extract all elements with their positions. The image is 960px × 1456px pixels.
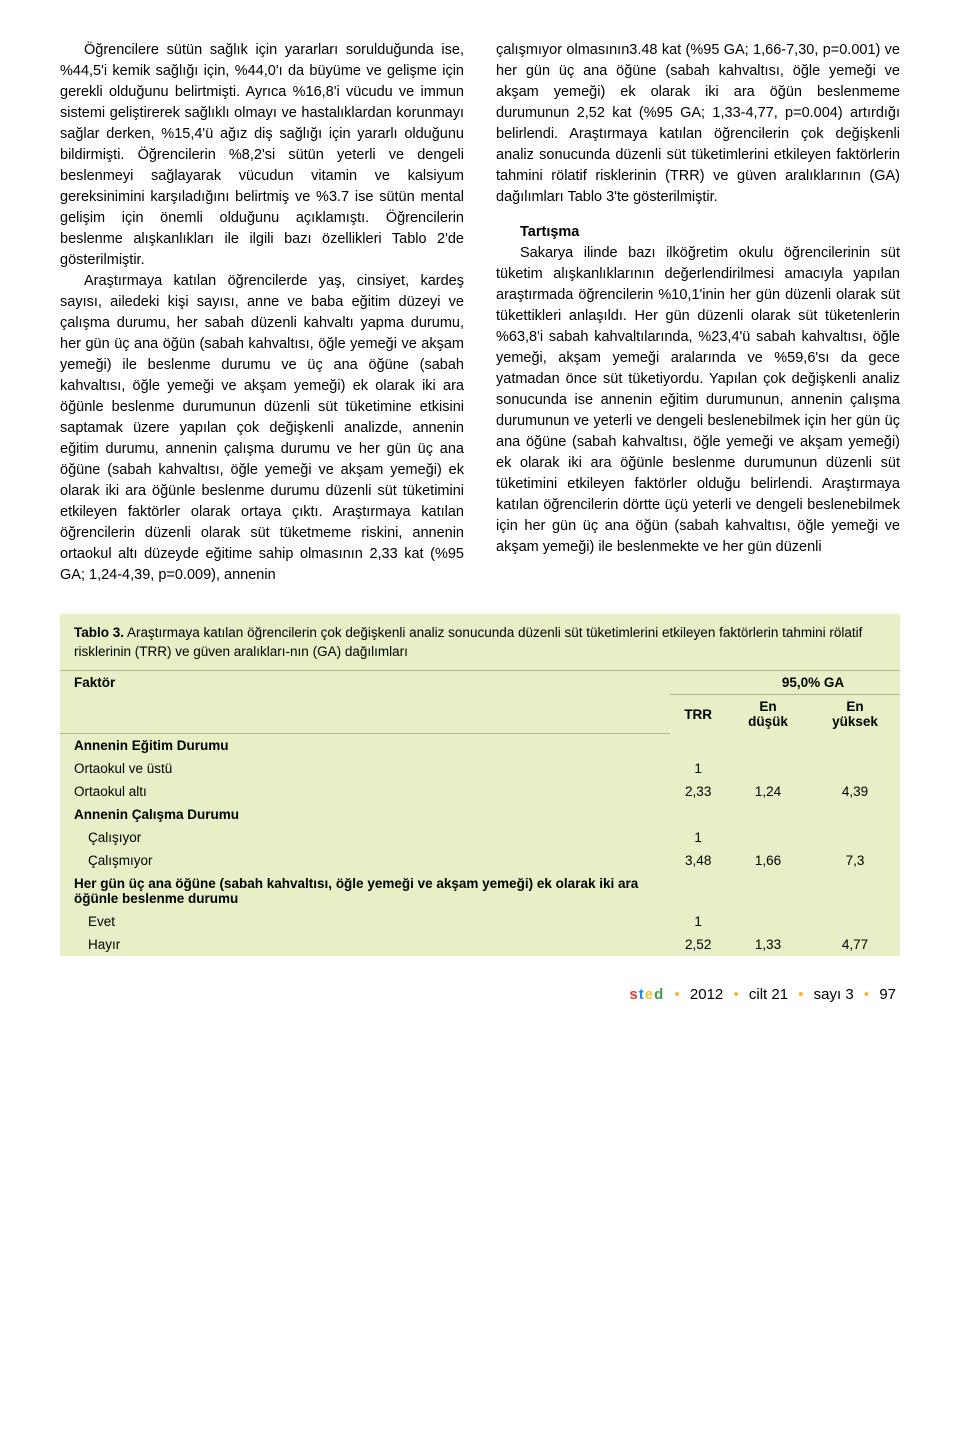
table3-caption: Tablo 3. Araştırmaya katılan öğrencileri… bbox=[60, 614, 900, 670]
body-paragraph: çalışmıyor olmasının3.48 kat (%95 GA; 1,… bbox=[496, 40, 900, 208]
table-row: Her gün üç ana öğüne (sabah kahvaltısı, … bbox=[60, 872, 900, 910]
col-low: En düşük bbox=[726, 695, 810, 734]
cell-low: 1,33 bbox=[726, 933, 810, 956]
cell-low: 1,66 bbox=[726, 849, 810, 872]
left-column: Öğrencilere sütün sağlık için yararları … bbox=[60, 40, 464, 586]
table-header-row: Faktör 95,0% GA bbox=[60, 671, 900, 695]
table3-caption-label: Tablo 3. bbox=[74, 625, 124, 640]
table3: Faktör 95,0% GA TRR En düşük En yüksek A… bbox=[60, 670, 900, 956]
body-paragraph: Araştırmaya katılan öğrencilerde yaş, ci… bbox=[60, 271, 464, 586]
table3-body: Annenin Eğitim DurumuOrtaokul ve üstü1Or… bbox=[60, 733, 900, 956]
cell-high: 7,3 bbox=[810, 849, 900, 872]
cell-factor: Ortaokul ve üstü bbox=[60, 757, 670, 780]
cell-high bbox=[810, 757, 900, 780]
cell-low bbox=[726, 757, 810, 780]
cell-factor: Evet bbox=[60, 910, 670, 933]
right-column: çalışmıyor olmasının3.48 kat (%95 GA; 1,… bbox=[496, 40, 900, 586]
cell-high bbox=[810, 826, 900, 849]
table-row: Ortaokul ve üstü1 bbox=[60, 757, 900, 780]
journal-page: Öğrencilere sütün sağlık için yararları … bbox=[0, 0, 960, 1023]
cell-high bbox=[810, 910, 900, 933]
cell-high bbox=[810, 872, 900, 910]
cell-high bbox=[810, 803, 900, 826]
col-trr: TRR bbox=[670, 695, 726, 734]
cell-trr bbox=[670, 872, 726, 910]
table-row: Annenin Eğitim Durumu bbox=[60, 733, 900, 757]
footer-sep: • bbox=[733, 986, 738, 1003]
cell-low bbox=[726, 733, 810, 757]
table-row: Çalışıyor1 bbox=[60, 826, 900, 849]
footer-year: 2012 bbox=[690, 986, 723, 1003]
cell-factor: Ortaokul altı bbox=[60, 780, 670, 803]
cell-factor: Çalışıyor bbox=[60, 826, 670, 849]
body-paragraph: Sakarya ilinde bazı ilköğretim okulu öğr… bbox=[496, 243, 900, 558]
table-row: Çalışmıyor3,481,667,3 bbox=[60, 849, 900, 872]
cell-trr: 2,52 bbox=[670, 933, 726, 956]
cell-trr: 1 bbox=[670, 826, 726, 849]
cell-trr: 3,48 bbox=[670, 849, 726, 872]
table-row: Annenin Çalışma Durumu bbox=[60, 803, 900, 826]
body-paragraph: Öğrencilere sütün sağlık için yararları … bbox=[60, 40, 464, 271]
table-row: Hayır2,521,334,77 bbox=[60, 933, 900, 956]
table3-caption-text: Araştırmaya katılan öğrencilerin çok değ… bbox=[74, 625, 862, 659]
cell-trr: 2,33 bbox=[670, 780, 726, 803]
cell-low bbox=[726, 910, 810, 933]
cell-low bbox=[726, 872, 810, 910]
col-ga: 95,0% GA bbox=[726, 671, 900, 695]
cell-factor: Hayır bbox=[60, 933, 670, 956]
two-column-body: Öğrencilere sütün sağlık için yararları … bbox=[60, 40, 900, 586]
footer-cilt: cilt 21 bbox=[749, 986, 788, 1003]
cell-factor: Her gün üç ana öğüne (sabah kahvaltısı, … bbox=[60, 872, 670, 910]
cell-high bbox=[810, 733, 900, 757]
col-trr-spacer bbox=[670, 671, 726, 695]
footer-sayi: sayı 3 bbox=[814, 986, 854, 1003]
section-heading: Tartışma bbox=[496, 222, 900, 243]
cell-high: 4,77 bbox=[810, 933, 900, 956]
table-row: Evet1 bbox=[60, 910, 900, 933]
footer-sep: • bbox=[864, 986, 869, 1003]
col-high: En yüksek bbox=[810, 695, 900, 734]
col-factor: Faktör bbox=[60, 671, 670, 734]
page-footer: sted • 2012 • cilt 21 • sayı 3 • 97 bbox=[60, 986, 900, 1003]
cell-low bbox=[726, 803, 810, 826]
cell-trr: 1 bbox=[670, 757, 726, 780]
cell-trr bbox=[670, 733, 726, 757]
cell-factor: Annenin Eğitim Durumu bbox=[60, 733, 670, 757]
cell-trr: 1 bbox=[670, 910, 726, 933]
cell-factor: Annenin Çalışma Durumu bbox=[60, 803, 670, 826]
cell-high: 4,39 bbox=[810, 780, 900, 803]
footer-sep: • bbox=[674, 986, 679, 1003]
footer-sep: • bbox=[798, 986, 803, 1003]
table3-box: Tablo 3. Araştırmaya katılan öğrencileri… bbox=[60, 614, 900, 955]
cell-low: 1,24 bbox=[726, 780, 810, 803]
footer-page: 97 bbox=[879, 986, 896, 1003]
cell-low bbox=[726, 826, 810, 849]
table-row: Ortaokul altı2,331,244,39 bbox=[60, 780, 900, 803]
sted-logo: sted bbox=[629, 986, 664, 1003]
cell-factor: Çalışmıyor bbox=[60, 849, 670, 872]
cell-trr bbox=[670, 803, 726, 826]
section-block: Tartışma Sakarya ilinde bazı ilköğretim … bbox=[496, 222, 900, 558]
